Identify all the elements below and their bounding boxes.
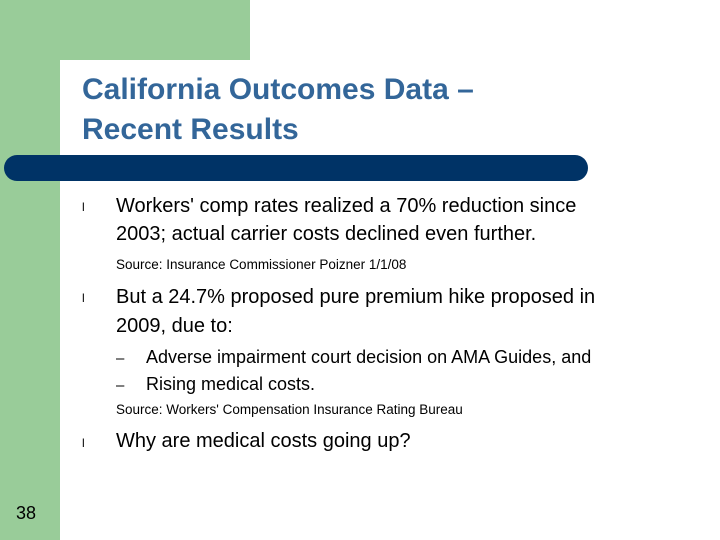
sub-bullet-dash: – bbox=[116, 377, 125, 394]
sub-bullet-2: Rising medical costs. bbox=[146, 374, 316, 394]
source-citation-1: Source: Insurance Commissioner Poizner 1… bbox=[116, 257, 407, 272]
bullet-2-line2: 2009, due to: bbox=[116, 315, 233, 337]
slide-title-line1: California Outcomes Data – bbox=[82, 73, 474, 106]
bullet-marker: l bbox=[82, 200, 85, 214]
sub-bullet-1: Adverse impairment court decision on AMA… bbox=[146, 347, 592, 367]
bullet-marker: l bbox=[82, 436, 85, 450]
title-divider-bar bbox=[4, 155, 588, 181]
left-green-band bbox=[0, 0, 60, 540]
bullet-2-line1: But a 24.7% proposed pure premium hike p… bbox=[116, 286, 596, 308]
slide-title: California Outcomes Data – Recent Result… bbox=[82, 70, 682, 150]
bullet-marker: l bbox=[82, 291, 85, 305]
top-green-band bbox=[0, 0, 250, 60]
bullet-1-line2: 2003; actual carrier costs declined even… bbox=[116, 223, 537, 245]
sub-bullet-dash: – bbox=[116, 350, 125, 367]
page-number: 38 bbox=[16, 503, 37, 523]
slide-title-line2: Recent Results bbox=[82, 113, 299, 146]
content-panel bbox=[60, 60, 720, 540]
bullet-3-line1: Why are medical costs going up? bbox=[116, 430, 411, 452]
source-citation-2: Source: Workers' Compensation Insurance … bbox=[116, 402, 463, 417]
bullet-1-line1: Workers' comp rates realized a 70% reduc… bbox=[116, 195, 577, 217]
